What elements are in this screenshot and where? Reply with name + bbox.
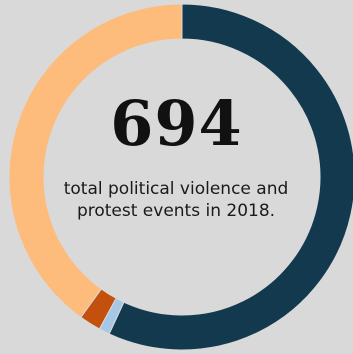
total-count: 694 [110,87,243,160]
donut-slice-1 [108,3,353,351]
donut-slices [8,3,353,351]
donut-slice-4 [8,3,183,319]
total-caption: total political violence and protest eve… [63,179,289,221]
